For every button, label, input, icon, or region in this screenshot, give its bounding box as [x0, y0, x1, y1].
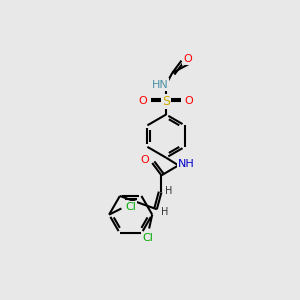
Text: NH: NH [178, 159, 194, 169]
Text: HN: HN [152, 80, 168, 89]
Text: O: O [139, 96, 147, 106]
Text: Cl: Cl [125, 202, 136, 212]
Text: S: S [162, 95, 170, 108]
Text: O: O [140, 155, 149, 165]
Text: H: H [161, 207, 168, 217]
Text: O: O [183, 54, 192, 64]
Text: Cl: Cl [142, 233, 153, 243]
Text: H: H [166, 186, 173, 196]
Text: O: O [185, 96, 194, 106]
